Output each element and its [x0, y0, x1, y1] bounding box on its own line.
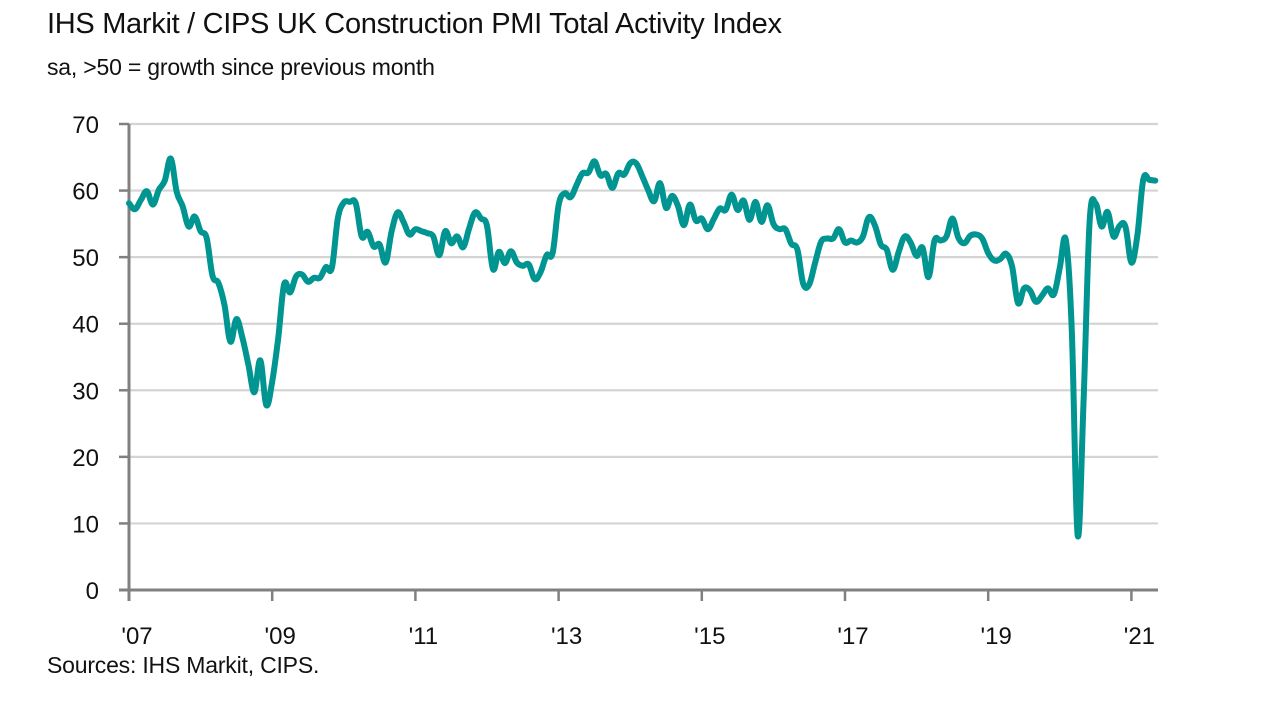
x-tick-label: '07: [121, 623, 152, 650]
series-layer: [126, 155, 1159, 540]
y-tick-label: 40: [72, 312, 99, 339]
source-note: Sources: IHS Markit, CIPS.: [47, 652, 320, 678]
y-tick-label: 0: [86, 578, 99, 605]
y-tick-label: 20: [72, 445, 99, 472]
x-tick-label: '11: [409, 623, 439, 650]
y-tick-label: 10: [72, 511, 99, 538]
tick-labels: 0 10 20 30 40 50 60 70 '07 '09 '11 '13 '15 '17 '19 '21: [72, 112, 1155, 650]
gridlines: [129, 122, 1158, 525]
x-tick-label: '09: [265, 623, 296, 650]
y-tick-label: 70: [72, 112, 99, 139]
x-tick-label: '13: [551, 623, 582, 650]
y-tick-label: 60: [72, 179, 99, 206]
series-line-construction-pmi: [126, 155, 1159, 540]
x-tick-label: '17: [837, 623, 868, 650]
chart-subtitle: sa, >50 = growth since previous month: [47, 54, 435, 80]
x-tick-label: '19: [981, 623, 1012, 650]
y-tick-label: 50: [72, 245, 99, 272]
y-tick-label: 30: [72, 378, 99, 405]
x-tick-label: '15: [694, 623, 725, 650]
x-tick-label: '21: [1124, 623, 1155, 650]
chart-title: IHS Markit / CIPS UK Construction PMI To…: [47, 8, 782, 40]
